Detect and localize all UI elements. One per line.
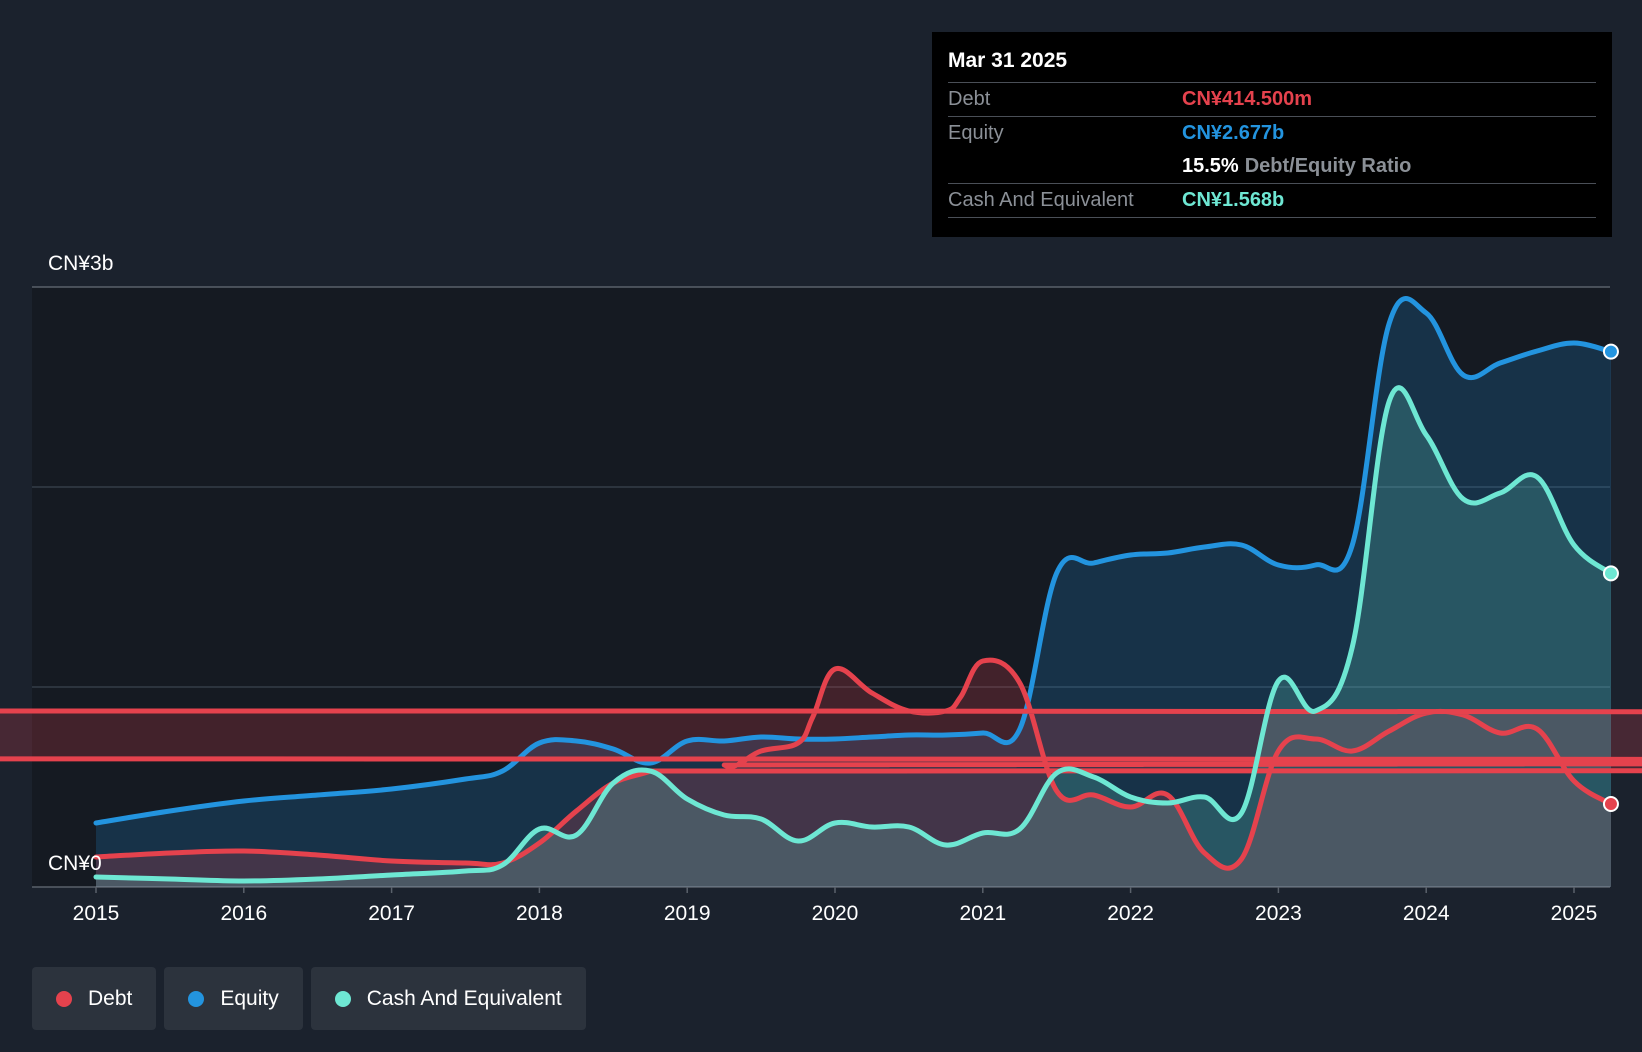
equity-end-marker[interactable]	[1602, 343, 1619, 360]
y-label-bottom: CN¥0	[48, 852, 102, 875]
tooltip-date: Mar 31 2025	[948, 49, 1068, 72]
legend-item-equity[interactable]: Equity	[164, 967, 303, 1030]
x-tick-label: 2025	[1551, 902, 1598, 925]
x-tick-label: 2021	[959, 902, 1006, 925]
tooltip-row-ratio: 15.5% Debt/Equity Ratio	[948, 150, 1596, 183]
tooltip-ratio-value: 15.5%	[1182, 155, 1239, 177]
y-label-top: CN¥3b	[48, 252, 113, 275]
cash-and-equivalent-area	[96, 387, 1611, 887]
tooltip-debt-value: CN¥414.500m	[1182, 88, 1313, 110]
data-tooltip: Mar 31 2025 Debt CN¥414.500m Equity CN¥2…	[932, 32, 1612, 237]
x-tick-label: 2017	[368, 902, 415, 925]
x-tick-label: 2016	[220, 902, 267, 925]
x-tick-label: 2019	[664, 902, 711, 925]
tooltip-ratio-label: Debt/Equity Ratio	[1244, 155, 1412, 177]
legend-equity-label: Equity	[220, 986, 279, 1010]
legend-debt-label: Debt	[88, 986, 133, 1010]
tooltip-cash-label: Cash And Equivalent	[948, 189, 1134, 211]
series-areas	[0, 298, 1642, 888]
grid-lines	[32, 286, 1610, 888]
equity-line	[93, 296, 1614, 826]
tooltip-debt-label: Debt	[948, 88, 991, 110]
x-tick-label: 2024	[1403, 902, 1450, 925]
x-axis-ticks: 2015 2016 2017 2018 2019 2020 2021 2022 2023 2024…	[73, 887, 1598, 925]
x-tick-label: 2020	[812, 902, 859, 925]
legend-item-debt[interactable]: Debt	[32, 967, 157, 1030]
x-tick-label: 2018	[516, 902, 563, 925]
x-tick-label: 2023	[1255, 902, 1302, 925]
equity-dot-icon	[188, 990, 205, 1007]
series-end-markers[interactable]	[1602, 343, 1619, 812]
tooltip-equity-label: Equity	[948, 122, 1004, 144]
tooltip-equity-value: CN¥2.677b	[1182, 122, 1285, 144]
x-tick-label: 2015	[73, 902, 120, 925]
chart-legend: Debt Equity Cash And Equivalent	[32, 967, 586, 1030]
equity-area	[96, 298, 1611, 888]
series-lines	[0, 296, 1642, 884]
cash-dot-icon	[334, 990, 351, 1007]
tooltip-row-equity: Equity CN¥2.677b	[948, 116, 1596, 150]
tooltip-row-cash: Cash And Equivalent CN¥1.568b	[948, 183, 1596, 218]
debt-dot-icon	[56, 990, 72, 1007]
cash-and-equivalent-end-marker[interactable]	[1602, 565, 1619, 582]
x-tick-label: 2022	[1107, 902, 1154, 925]
plot-background	[32, 287, 1610, 887]
tooltip-row-debt: Debt CN¥414.500m	[948, 82, 1596, 116]
legend-cash-label: Cash And Equivalent	[366, 986, 562, 1010]
legend-item-cash[interactable]: Cash And Equivalent	[310, 967, 586, 1030]
debt-end-marker[interactable]	[1602, 796, 1619, 812]
tooltip-cash-value: CN¥1.568b	[1182, 189, 1285, 211]
cash-and-equivalent-line	[93, 385, 1614, 884]
